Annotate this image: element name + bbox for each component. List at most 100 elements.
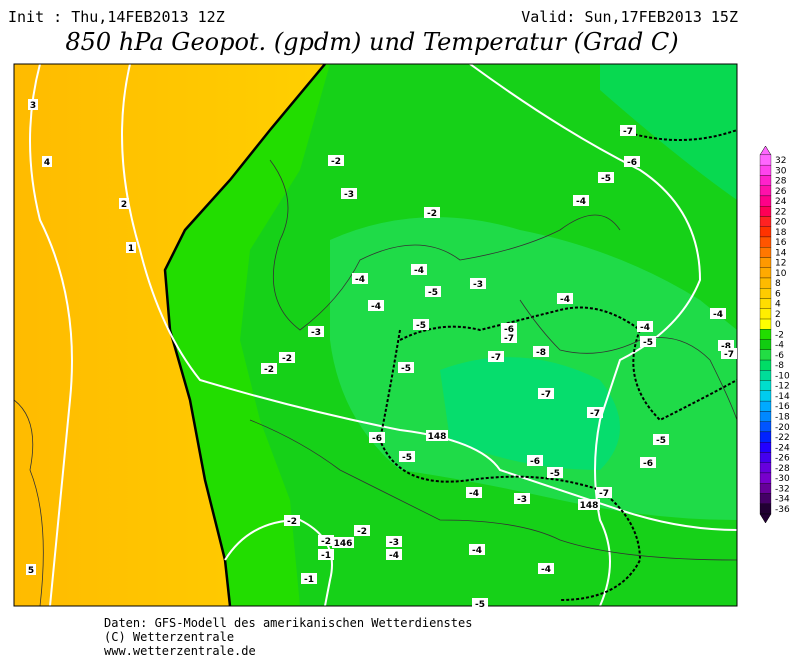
map-label: -1 — [318, 549, 334, 561]
label-text: -5 — [416, 321, 426, 331]
colorbar-swatch — [759, 247, 772, 258]
colorbar-swatch — [759, 483, 772, 494]
map-label: -7 — [501, 332, 517, 344]
label-text: 5 — [28, 566, 34, 576]
map-label: 2 — [119, 198, 129, 210]
footer-line: www.wetterzentrale.de — [104, 644, 256, 658]
colorbar-label: 14 — [775, 248, 787, 258]
map-label: -1 — [301, 573, 317, 585]
label-text: -5 — [601, 174, 611, 184]
colorbar-swatch — [759, 298, 772, 309]
map-label: -2 — [279, 352, 295, 364]
colorbar-swatch — [759, 503, 772, 515]
label-text: -4 — [355, 275, 365, 285]
map-label: -7 — [596, 487, 612, 499]
label-text: -5 — [402, 453, 412, 463]
colorbar-label: -12 — [775, 382, 790, 392]
colorbar-swatch — [759, 226, 772, 238]
map-label: 148 — [426, 430, 448, 442]
map-frame — [13, 63, 738, 607]
colorbar-label: -32 — [775, 484, 790, 494]
label-text: -7 — [491, 353, 501, 363]
label-text: -4 — [576, 197, 586, 207]
label-text: -1 — [321, 551, 331, 561]
colorbar-label: -8 — [775, 361, 784, 371]
colorbar-label: 26 — [775, 187, 787, 197]
map-label: 3 — [28, 99, 38, 111]
colorbar-swatch — [759, 267, 772, 279]
label-box — [472, 598, 488, 609]
label-box — [547, 467, 563, 478]
colorbar-swatch — [759, 421, 772, 433]
label-text: 1 — [128, 244, 134, 254]
label-box — [538, 563, 554, 574]
label-text: -6 — [530, 457, 540, 467]
label-text: 2 — [121, 200, 127, 210]
map-label: -3 — [386, 536, 402, 548]
colorbar-label: 20 — [775, 218, 787, 228]
colorbar-swatch — [759, 277, 772, 289]
label-box — [624, 156, 640, 167]
map-label: -5 — [399, 451, 415, 463]
init-time: Init : Thu,14FEB2013 12Z — [8, 8, 225, 26]
colorbar-label: 12 — [775, 259, 786, 269]
label-box — [573, 195, 589, 206]
label-text: -6 — [643, 459, 653, 469]
map-label: 146 — [332, 537, 354, 549]
cold-north — [600, 64, 737, 200]
label-text: -7 — [599, 489, 609, 499]
colorbar-swatch — [759, 431, 772, 443]
map-label: -4 — [710, 308, 726, 320]
label-text: -4 — [469, 489, 479, 499]
colorbar-swatch — [759, 359, 772, 371]
label-text: -6 — [372, 434, 382, 444]
label-box — [527, 455, 543, 466]
map-label: -5 — [413, 319, 429, 331]
label-box — [386, 549, 402, 560]
label-box — [640, 336, 656, 347]
label-box — [284, 515, 300, 526]
map-label: -5 — [398, 362, 414, 374]
label-text: -2 — [287, 517, 297, 527]
label-text: -4 — [640, 323, 650, 333]
label-text: -2 — [357, 527, 367, 537]
colorbar-label: -30 — [775, 474, 790, 484]
map-label: 148 — [578, 499, 600, 511]
label-text: -3 — [473, 280, 483, 290]
label-box — [533, 346, 549, 357]
colorbar-swatch — [759, 472, 772, 484]
label-box — [637, 321, 653, 332]
label-box — [578, 499, 600, 510]
label-text: -7 — [504, 334, 514, 344]
valid-time: Valid: Sun,17FEB2013 15Z — [521, 8, 738, 26]
colorbar-bottom — [759, 513, 772, 524]
colorbar-swatch — [759, 400, 772, 412]
label-text: -4 — [541, 565, 551, 575]
label-box — [587, 407, 603, 418]
colorbar-swatch — [759, 411, 772, 422]
footer: Daten: GFS-Modell des amerikanischen Wet… — [104, 616, 472, 658]
label-box — [28, 99, 38, 110]
colorbar-swatch — [759, 339, 772, 350]
colorbar-label: 10 — [775, 269, 787, 279]
label-box — [598, 172, 614, 183]
colorbar-swatch — [759, 349, 772, 361]
map-label: -4 — [466, 487, 482, 499]
map-area — [14, 64, 737, 606]
map-label: -3 — [470, 278, 486, 290]
colorbar-label: -20 — [775, 423, 790, 433]
map-label: -6 — [501, 323, 517, 335]
map-label: -8 — [718, 340, 734, 352]
label-box — [328, 155, 344, 166]
label-box — [341, 188, 357, 199]
map-label: -4 — [368, 300, 384, 312]
map-label: -4 — [386, 549, 402, 561]
label-box — [721, 348, 737, 359]
map-label: -2 — [261, 363, 277, 375]
colorbar-swatch — [759, 318, 772, 330]
label-box — [424, 207, 440, 218]
map-label: 5 — [26, 564, 36, 576]
colorbar-label: 4 — [775, 300, 781, 310]
label-text: -4 — [713, 310, 723, 320]
